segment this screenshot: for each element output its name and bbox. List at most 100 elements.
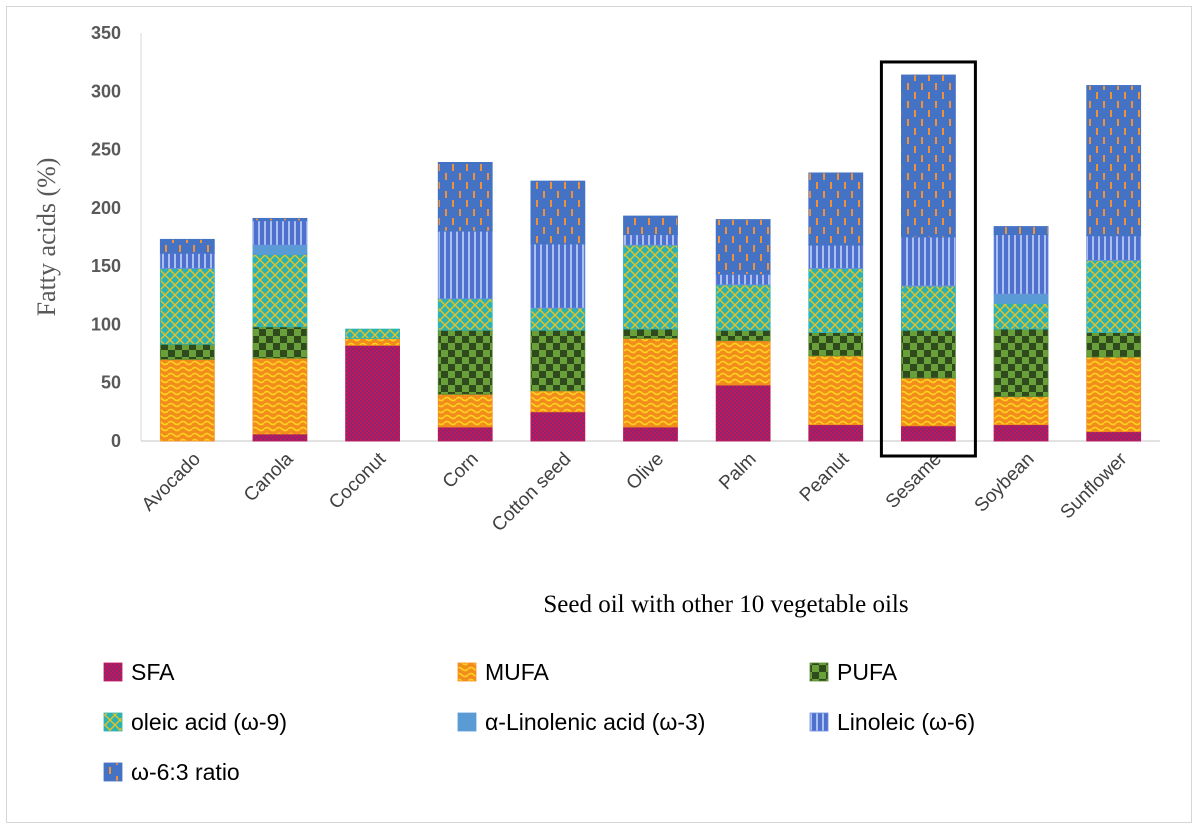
bar-canola-linolenic-acid-3 — [252, 244, 308, 255]
bar-soybean-sfa — [993, 424, 1049, 442]
legend: SFA MUFA PUFA oleic acid (ω-9) α-Linolenic a… — [103, 659, 975, 785]
y-axis-title: Fatty acids (%) — [32, 158, 61, 317]
legend-swatch-linolenic-acid-3 — [457, 712, 477, 732]
category-label-coconut: Coconut — [325, 448, 390, 513]
bar-peanut-pufa — [808, 332, 864, 357]
bar-olive-linoleic-6 — [623, 234, 678, 246]
legend-swatch-mufa — [457, 662, 477, 682]
category-label-peanut: Peanut — [796, 448, 854, 506]
bar-soybean-linoleic-6 — [993, 234, 1049, 295]
bar-avocado-linoleic-6 — [159, 252, 215, 269]
bar-canola-mufa — [252, 357, 308, 435]
bar-soybean-pufa — [993, 328, 1049, 398]
legend-swatch-6-3-ratio — [103, 762, 123, 782]
legend-label-pufa: PUFA — [837, 659, 898, 685]
bar-sunflower-linoleic-6 — [1086, 235, 1142, 261]
bar-sesame-linoleic-6 — [901, 236, 956, 287]
category-label-cotton-seed: Cotton seed — [488, 449, 575, 536]
bar-sesame-6-3-ratio — [901, 74, 956, 238]
bar-cotton-seed-sfa — [530, 411, 586, 442]
bar-sesame-oleic-acid-9 — [901, 285, 956, 331]
y-axis-ticks: 0 50 100 150 200 250 300 350 — [91, 23, 121, 451]
bar-olive-mufa — [623, 338, 678, 428]
bar-corn-6-3-ratio — [437, 161, 493, 232]
bar-peanut-mufa — [808, 355, 864, 426]
bar-canola-linoleic-6 — [252, 220, 308, 246]
y-tick-label: 300 — [91, 81, 121, 101]
bar-corn-pufa — [437, 329, 493, 395]
category-label-palm: Palm — [715, 449, 760, 494]
bar-cotton-seed-pufa — [530, 329, 586, 392]
category-label-sesame: Sesame — [882, 449, 946, 513]
bar-olive-pufa — [623, 328, 678, 339]
bar-sesame-pufa — [901, 329, 956, 379]
bar-canola-sfa — [252, 433, 308, 442]
legend-swatch-sfa — [103, 662, 123, 682]
bar-avocado-mufa — [159, 358, 215, 442]
category-label-olive: Olive — [623, 449, 668, 494]
category-label-corn: Corn — [439, 449, 483, 493]
category-labels: Avocado Canola Coconut Corn Cotton seed Olive… — [138, 448, 1132, 536]
bar-soybean-oleic-acid-9 — [993, 303, 1049, 330]
bar-olive-oleic-acid-9 — [623, 244, 678, 330]
bars-layer — [159, 74, 1142, 442]
category-label-avocado: Avocado — [138, 449, 205, 516]
bar-canola-pufa — [252, 326, 308, 359]
bar-sesame-mufa — [901, 377, 956, 427]
bar-sunflower-6-3-ratio — [1086, 85, 1142, 237]
bar-cotton-seed-linoleic-6 — [530, 243, 586, 309]
bar-soybean-mufa — [993, 396, 1049, 426]
category-label-soybean: Soybean — [971, 449, 1039, 517]
y-tick-label: 50 — [101, 373, 121, 393]
legend-label-mufa: MUFA — [485, 659, 550, 685]
legend-label-6-3-ratio: ω-6:3 ratio — [131, 759, 240, 785]
bar-sunflower-mufa — [1086, 356, 1142, 433]
bar-soybean-6-3-ratio — [993, 226, 1049, 236]
bar-sunflower-pufa — [1086, 332, 1142, 358]
bar-sunflower-sfa — [1086, 431, 1142, 442]
sesame-highlight-box — [879, 60, 977, 458]
bar-coconut-oleic-acid-9 — [345, 328, 400, 339]
bar-peanut-oleic-acid-9 — [808, 268, 864, 333]
bar-cotton-seed-oleic-acid-9 — [530, 307, 586, 331]
y-tick-label: 350 — [91, 23, 121, 43]
legend-label-sfa: SFA — [131, 659, 175, 685]
bar-corn-sfa — [437, 426, 493, 442]
y-tick-label: 200 — [91, 198, 121, 218]
bar-palm-6-3-ratio — [715, 219, 771, 275]
bar-palm-linoleic-6 — [715, 273, 771, 286]
legend-swatch-pufa — [809, 662, 829, 682]
bar-peanut-6-3-ratio — [808, 172, 864, 246]
bar-peanut-sfa — [808, 424, 864, 442]
bar-sesame-sfa — [901, 425, 956, 442]
bar-palm-mufa — [715, 340, 771, 386]
bar-cotton-seed-mufa — [530, 390, 586, 413]
bar-coconut-mufa — [345, 338, 400, 346]
category-label-sunflower: Sunflower — [1057, 448, 1132, 523]
bar-sunflower-oleic-acid-9 — [1086, 259, 1142, 333]
bar-avocado-6-3-ratio — [159, 238, 215, 254]
bar-peanut-linoleic-6 — [808, 244, 864, 269]
bar-avocado-pufa — [159, 343, 215, 360]
bar-avocado-oleic-acid-9 — [159, 268, 215, 345]
legend-label-oleic-acid-9: oleic acid (ω-9) — [131, 709, 287, 735]
y-tick-label: 100 — [91, 314, 121, 334]
bar-corn-linoleic-6 — [437, 230, 493, 300]
y-tick-label: 0 — [111, 431, 121, 451]
bar-canola-oleic-acid-9 — [252, 254, 308, 328]
bar-olive-6-3-ratio — [623, 215, 678, 236]
bar-canola-6-3-ratio — [252, 217, 308, 222]
legend-label-linolenic-acid-3: α-Linolenic acid (ω-3) — [485, 709, 705, 735]
bar-palm-oleic-acid-9 — [715, 284, 771, 331]
y-tick-label: 150 — [91, 256, 121, 276]
bar-corn-oleic-acid-9 — [437, 298, 493, 331]
x-axis-title: Seed oil with other 10 vegetable oils — [543, 591, 908, 618]
bar-palm-pufa — [715, 329, 771, 342]
bar-corn-mufa — [437, 393, 493, 428]
bar-coconut-sfa — [345, 345, 400, 442]
bar-soybean-linolenic-acid-3 — [993, 293, 1049, 304]
bar-palm-sfa — [715, 384, 771, 442]
y-tick-label: 250 — [91, 140, 121, 160]
category-label-canola: Canola — [240, 448, 298, 506]
